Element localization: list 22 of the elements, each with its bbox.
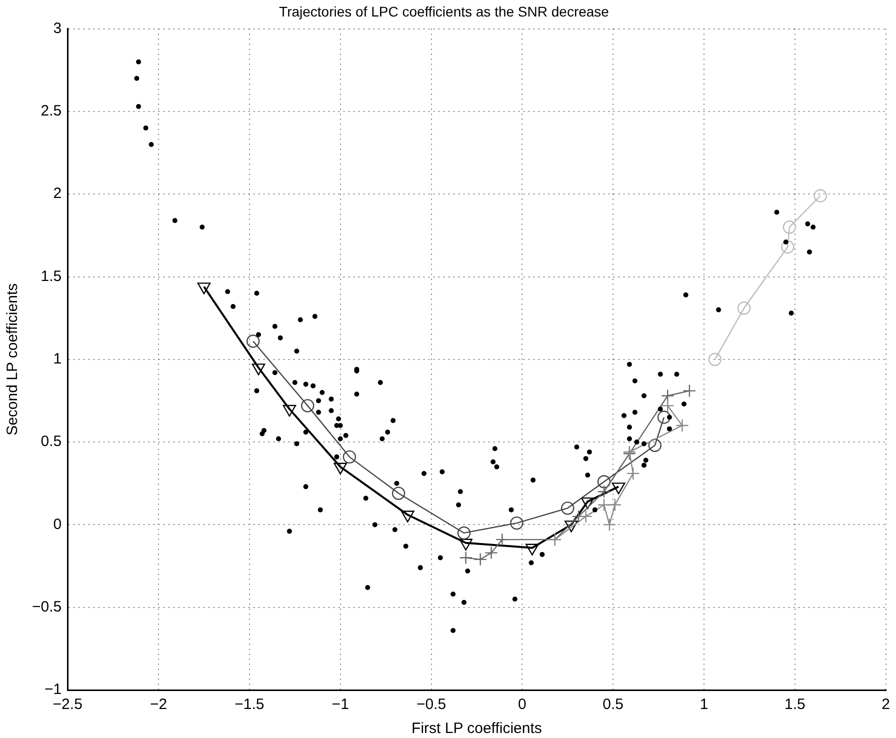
x-axis-title: First LP coefficients (412, 720, 542, 738)
x-tick-label: 0.5 (602, 696, 624, 714)
y-tick-label: 1 (53, 350, 62, 368)
y-tick-label: 2 (53, 185, 62, 202)
y-tick-label: 0 (53, 516, 62, 533)
y-tick-label: −1 (44, 681, 62, 698)
y-tick-label: 0.5 (40, 433, 62, 450)
x-tick-label: 0 (518, 696, 526, 714)
x-tick-label: 1.5 (784, 696, 806, 714)
x-tick-label: 2 (882, 696, 890, 714)
y-tick-label: −0.5 (32, 598, 62, 616)
x-tick-label: −0.5 (416, 696, 446, 714)
x-tick-label: −1.5 (234, 696, 264, 714)
y-tick-label: 3 (53, 20, 62, 37)
y-tick-label: 2.5 (40, 102, 62, 120)
y-axis-title: Second LP coefficients (4, 283, 22, 436)
x-tick-label: 1 (700, 696, 708, 714)
chart-title: Trajectories of LPC coefficients as the SNR decrease (279, 3, 610, 20)
x-tick-label: −2 (150, 696, 168, 714)
x-tick-label: −1 (332, 696, 349, 714)
x-tick-label: −2.5 (52, 696, 82, 714)
y-tick-label: 1.5 (40, 268, 62, 285)
